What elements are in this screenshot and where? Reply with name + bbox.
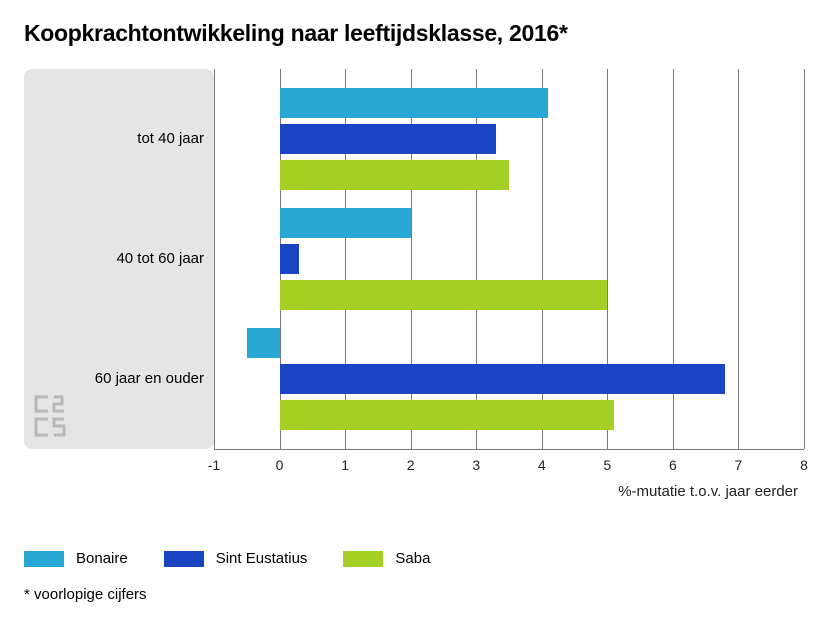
category-label: 60 jaar en ouder (34, 370, 204, 387)
bar (280, 208, 411, 238)
bar (280, 244, 300, 274)
chart-title: Koopkrachtontwikkeling naar leeftijdskla… (24, 20, 806, 47)
footnote: * voorlopige cijfers (24, 586, 147, 603)
x-tick-label: 6 (658, 457, 688, 473)
bar (247, 328, 280, 358)
category-label: 40 tot 60 jaar (34, 250, 204, 267)
bar (280, 88, 549, 118)
x-tick-label: 4 (527, 457, 557, 473)
label-panel: tot 40 jaar 40 tot 60 jaar 60 jaar en oude… (24, 69, 214, 449)
x-tick-label: 1 (330, 457, 360, 473)
gridline (804, 69, 805, 449)
x-axis-title: %-mutatie t.o.v. jaar eerder (618, 483, 798, 500)
x-tick-label: -1 (199, 457, 229, 473)
legend-item: Saba (343, 550, 430, 567)
bar (280, 364, 726, 394)
gridline (738, 69, 739, 449)
legend-item: Bonaire (24, 550, 128, 567)
x-tick-label: 3 (461, 457, 491, 473)
x-tick-label: 8 (789, 457, 819, 473)
x-tick-label: 2 (396, 457, 426, 473)
bar (280, 124, 496, 154)
x-axis-line (214, 449, 804, 450)
x-tick-label: 0 (265, 457, 295, 473)
bar (280, 280, 608, 310)
category-label: tot 40 jaar (34, 130, 204, 147)
x-tick-label: 5 (592, 457, 622, 473)
legend-item: Sint Eustatius (164, 550, 308, 567)
legend-label: Saba (395, 550, 430, 567)
cbs-logo (34, 395, 72, 437)
legend-swatch (343, 551, 383, 567)
legend-swatch (164, 551, 204, 567)
gridline (214, 69, 215, 449)
bar (280, 160, 509, 190)
legend: Bonaire Sint Eustatius Saba (24, 550, 430, 567)
bar (280, 400, 614, 430)
legend-label: Sint Eustatius (216, 550, 308, 567)
legend-swatch (24, 551, 64, 567)
plot-area: -1012345678 %-mutatie t.o.v. jaar eerder (214, 69, 804, 449)
legend-label: Bonaire (76, 550, 128, 567)
x-tick-label: 7 (723, 457, 753, 473)
chart-area: tot 40 jaar 40 tot 60 jaar 60 jaar en oude… (24, 69, 804, 509)
